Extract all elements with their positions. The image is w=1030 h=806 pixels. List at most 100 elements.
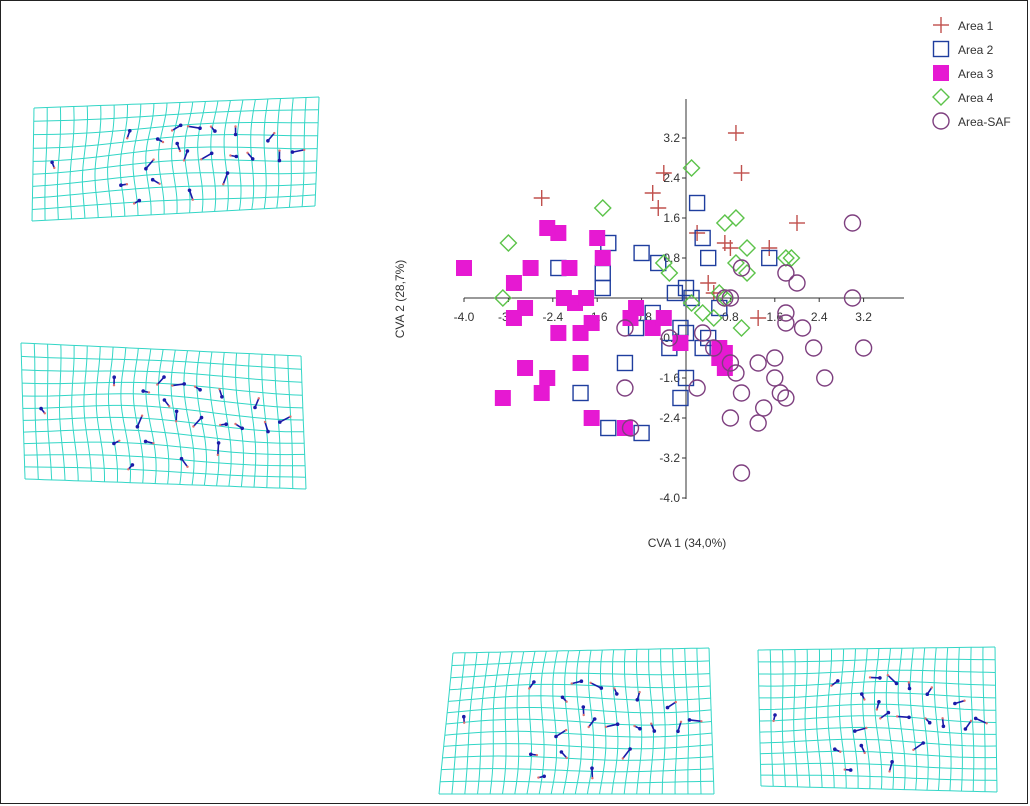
point-area-3 — [616, 420, 633, 436]
point-area-1 — [722, 240, 739, 256]
point-area-saf — [793, 319, 812, 337]
y-tick-label: -3.2 — [659, 451, 680, 465]
point-area-2 — [650, 254, 667, 272]
point-area-saf — [688, 379, 706, 397]
legend-marker-area-2 — [932, 40, 950, 58]
y-tick-label: -4.0 — [659, 491, 680, 505]
point-area-saf — [755, 399, 773, 417]
legend-item-area-saf: Area-SAF — [932, 112, 1011, 130]
point-area-4 — [704, 309, 723, 327]
point-area-3 — [539, 370, 556, 386]
point-area-4 — [593, 199, 612, 217]
legend-marker-area-saf — [932, 112, 950, 130]
point-area-3 — [550, 325, 567, 341]
point-area-saf — [843, 214, 862, 232]
point-area-3 — [655, 310, 672, 326]
deformation-grids — [20, 96, 998, 795]
point-area-saf — [854, 339, 873, 357]
legend-item-area-1: Area 1 — [933, 17, 994, 33]
legend-marker-area-1 — [933, 17, 949, 33]
deformation-grid-1-icon — [31, 96, 320, 222]
x-tick-label: 1.6 — [766, 310, 783, 324]
series-area-3 — [456, 220, 733, 436]
x-tick-label: -4.0 — [454, 310, 475, 324]
point-area-4 — [738, 239, 757, 257]
deformation-grid-3-icon — [438, 647, 715, 795]
point-area-4 — [693, 304, 712, 322]
legend-label: Area 2 — [958, 43, 994, 57]
point-area-2 — [700, 329, 717, 347]
y-tick-label: 1.6 — [663, 211, 680, 225]
point-area-3 — [561, 260, 578, 276]
legend-label: Area 1 — [958, 19, 994, 33]
point-area-3 — [505, 310, 522, 326]
series-area-4 — [493, 159, 801, 337]
point-area-2 — [672, 389, 689, 407]
legend-marker-area-3 — [933, 65, 949, 81]
point-area-1 — [761, 240, 778, 256]
legend-item-area-4: Area 4 — [932, 88, 994, 106]
point-area-saf — [721, 409, 740, 427]
point-area-1 — [689, 225, 706, 241]
point-area-saf — [716, 289, 734, 307]
point-area-3 — [583, 410, 600, 426]
point-area-saf — [777, 264, 795, 282]
point-area-saf — [788, 274, 806, 292]
point-area-3 — [589, 230, 606, 246]
point-area-4 — [682, 159, 701, 177]
series-area-saf — [616, 214, 873, 482]
y-tick-label: 0.8 — [663, 251, 680, 265]
point-area-1 — [655, 165, 672, 181]
point-area-1 — [644, 185, 661, 201]
point-area-saf — [732, 259, 751, 277]
point-area-2 — [633, 244, 650, 262]
point-area-3 — [539, 220, 556, 236]
point-area-2 — [700, 249, 717, 267]
point-area-4 — [782, 249, 801, 267]
legend: Area 1 Area 2 Area 3 Area 4 Area-SAF — [932, 17, 1011, 130]
point-area-saf — [727, 364, 745, 382]
point-area-saf — [660, 329, 679, 347]
y-tick-label: -1.6 — [659, 371, 680, 385]
point-area-1 — [650, 200, 667, 216]
x-tick-label: 3.2 — [855, 310, 872, 324]
y-axis-label: CVA 2 (28,7%) — [393, 260, 407, 338]
point-area-1 — [789, 215, 805, 231]
point-area-4 — [660, 264, 679, 282]
point-area-3 — [572, 325, 589, 341]
point-area-2 — [677, 279, 695, 297]
point-area-3 — [522, 260, 539, 276]
series-area-1 — [533, 125, 805, 326]
point-area-saf — [766, 369, 784, 387]
x-tick-label: 2.4 — [811, 310, 828, 324]
point-area-saf — [749, 354, 767, 372]
point-area-saf — [804, 339, 823, 357]
point-area-3 — [533, 385, 550, 401]
point-area-4 — [715, 214, 734, 232]
point-area-1 — [733, 165, 750, 181]
point-area-saf — [721, 289, 740, 307]
point-area-3 — [494, 390, 511, 406]
x-tick-label: -2.4 — [542, 310, 563, 324]
legend-item-area-2: Area 2 — [932, 40, 994, 58]
legend-label: Area 4 — [958, 91, 994, 105]
deformation-grid-4-icon — [757, 646, 998, 793]
legend-marker-area-4 — [932, 88, 950, 106]
point-area-saf — [749, 414, 767, 432]
point-area-4 — [493, 289, 512, 307]
point-area-2 — [683, 289, 700, 307]
point-area-saf — [777, 314, 795, 332]
point-area-saf — [693, 324, 712, 342]
point-area-3 — [505, 275, 522, 291]
y-tick-label: 2.4 — [663, 171, 680, 185]
point-area-2 — [694, 229, 711, 247]
point-area-4 — [732, 319, 751, 337]
point-area-3 — [578, 290, 595, 306]
point-area-2 — [677, 369, 695, 387]
point-area-4 — [682, 294, 701, 312]
point-area-2 — [594, 279, 611, 297]
x-axis-label: CVA 1 (34,0%) — [648, 536, 726, 550]
deformation-grid-2-icon — [20, 342, 307, 490]
point-area-saf — [843, 289, 862, 307]
